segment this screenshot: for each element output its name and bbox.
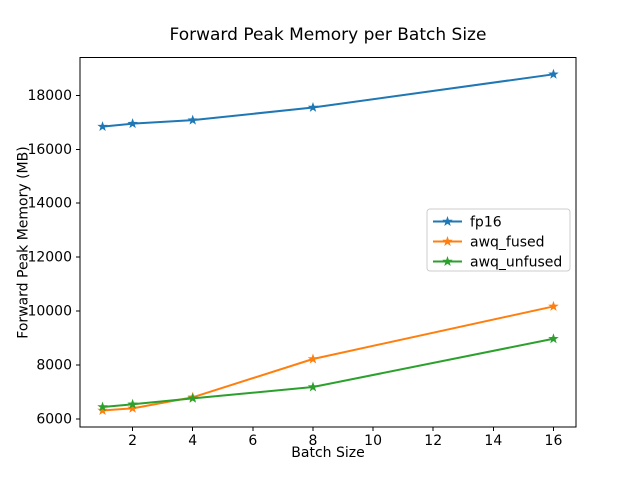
y-tick-label: 18000 [27,88,72,104]
legend-sample-marker-awq_fused [442,236,453,246]
x-tick-label: 16 [545,433,563,449]
legend-label-awq_unfused: awq_unfused [470,255,562,271]
marker-fp16 [307,101,319,112]
legend-sample-marker-awq_unfused [442,256,453,266]
chart-title: Forward Peak Memory per Batch Size [169,25,487,45]
y-tick-label: 12000 [27,250,72,266]
marker-fp16 [187,114,198,125]
x-tick-label: 2 [128,433,137,449]
marker-awq_unfused [307,381,319,392]
x-tick-label: 4 [188,433,197,449]
x-tick-label: 14 [484,433,502,449]
y-tick-label: 10000 [27,304,72,320]
marker-awq_unfused [548,333,559,344]
marker-awq_unfused [127,398,138,409]
y-tick-label: 16000 [27,142,72,158]
marker-fp16 [548,68,559,79]
legend-label-fp16: fp16 [470,215,502,231]
series-line-fp16 [101,73,555,128]
y-tick-label: 14000 [27,196,72,212]
x-tick-label: 10 [364,433,382,449]
marker-awq_fused [127,402,138,413]
x-axis-label: Batch Size [291,445,365,461]
marker-awq_fused [97,404,108,415]
legend-box [426,208,571,272]
y-tick-label: 6000 [36,411,72,427]
y-tick-label: 8000 [36,357,72,373]
marker-awq_unfused [187,392,198,403]
legend-label-awq_fused: awq_fused [470,235,545,251]
marker-awq_fused [548,300,559,311]
marker-awq_fused [307,353,319,364]
marker-awq_unfused [97,401,108,412]
y-axis-label: Forward Peak Memory (MB) [15,146,32,339]
x-tick-label: 12 [424,433,442,449]
plot-border [79,57,577,428]
series-line-awq_unfused [101,337,555,408]
legend-sample-marker-fp16 [442,216,453,226]
x-tick-label: 8 [309,433,318,449]
marker-fp16 [97,121,108,132]
x-tick-label: 6 [248,433,257,449]
marker-fp16 [127,118,138,129]
series-line-awq_fused [101,305,555,412]
